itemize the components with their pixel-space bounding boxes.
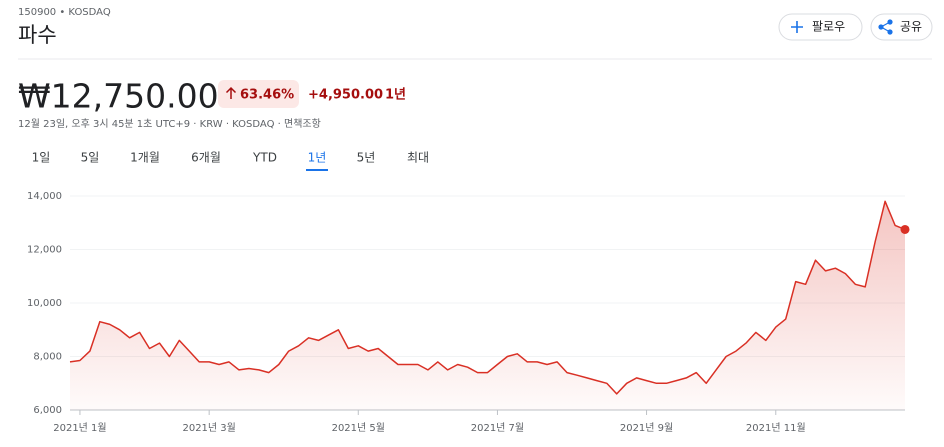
x-tick-label: 2021년 7월 — [471, 422, 524, 434]
range-tabs: 1일 5일 1개월 6개월 YTD 1년 5년 최대 — [32, 151, 429, 171]
range-tab[interactable]: 5일 — [81, 151, 100, 165]
range-tab[interactable]: 최대 — [407, 151, 429, 165]
button-bg — [778, 13, 863, 41]
change-period: 1년 — [385, 88, 406, 103]
change-pill — [218, 80, 299, 108]
chart: 6,000 8,000 10,000 12,000 14,000 2021년 1월 2021… — [27, 191, 910, 434]
last-point — [900, 224, 910, 234]
y-tick-label: 12,000 — [27, 245, 62, 256]
x-tick-label: 2021년 3월 — [182, 422, 235, 434]
change-percent: 63.46% — [240, 88, 294, 103]
stock-name: 파수 — [18, 23, 57, 47]
y-tick-label: 10,000 — [27, 298, 62, 309]
share-icon — [878, 19, 893, 35]
y-tick-label: 14,000 — [27, 191, 62, 202]
follow-label[interactable]: 팔로우 — [812, 20, 845, 34]
y-tick-label: 6,000 — [33, 405, 62, 416]
price: ₩12,750.00 — [18, 77, 219, 116]
x-tick-label: 2021년 11월 — [746, 422, 806, 434]
price-line — [69, 200, 906, 395]
range-tab[interactable]: 1년 — [308, 151, 327, 165]
share-button[interactable]: 공유 — [870, 13, 933, 41]
up-arrow — [225, 86, 237, 99]
x-tick-label: 2021년 1월 — [53, 422, 106, 434]
follow-button[interactable]: 팔로우 — [778, 13, 863, 41]
x-tick-label: 2021년 5월 — [332, 422, 385, 434]
range-tab[interactable]: 5년 — [357, 151, 376, 165]
range-tab[interactable]: YTD — [252, 151, 277, 165]
ticker: 150900 • KOSDAQ — [18, 7, 111, 18]
y-tick-label: 8,000 — [33, 352, 62, 363]
quote-meta: 12월 23일, 오후 3시 45분 1초 UTC+9 · KRW · KOSD… — [18, 118, 321, 130]
plus-icon — [791, 21, 803, 33]
tab-underline — [306, 169, 328, 171]
x-tick-label: 2021년 9월 — [620, 422, 673, 434]
change-amount: +4,950.00 — [308, 88, 383, 103]
area — [70, 201, 905, 410]
range-tab[interactable]: 6개월 — [191, 151, 221, 165]
share-label[interactable]: 공유 — [900, 20, 922, 34]
button-bg — [870, 13, 933, 41]
range-tab[interactable]: 1일 — [32, 151, 51, 165]
range-tab[interactable]: 1개월 — [130, 151, 160, 165]
